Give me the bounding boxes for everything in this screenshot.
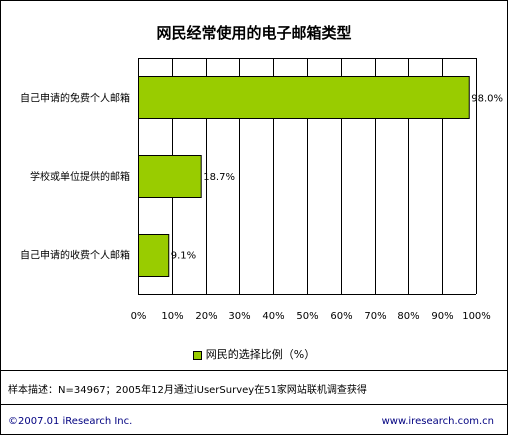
legend-label: 网民的选择比例（%） bbox=[205, 348, 316, 361]
x-tick-label: 80% bbox=[397, 311, 419, 322]
divider-top bbox=[1, 370, 507, 371]
divider-bottom bbox=[1, 404, 507, 405]
category-label: 学校或单位提供的邮箱 bbox=[30, 170, 130, 183]
x-tick-label: 30% bbox=[228, 311, 250, 322]
legend: 网民的选择比例（%） bbox=[0, 346, 508, 362]
data-label: 98.0% bbox=[471, 93, 503, 104]
x-tick-label: 70% bbox=[364, 311, 386, 322]
bar bbox=[138, 155, 202, 198]
x-tick-label: 60% bbox=[330, 311, 352, 322]
category-label: 自己申请的免费个人邮箱 bbox=[20, 91, 130, 104]
data-label: 18.7% bbox=[203, 172, 235, 183]
sample-note: 样本描述：N=34967；2005年12月通过iUserSurvey在51家网站… bbox=[8, 385, 367, 396]
bar-chart: 0% 10% 20% 30% 40% 50% 60% 70% 80% 90% 100% 自己申请的免费… bbox=[20, 58, 503, 322]
x-tick-label: 40% bbox=[262, 311, 284, 322]
x-tick-label: 90% bbox=[431, 311, 453, 322]
legend-swatch bbox=[192, 350, 202, 360]
x-tick-label: 10% bbox=[161, 311, 183, 322]
x-tick-label: 50% bbox=[296, 311, 318, 322]
x-tick-label: 0% bbox=[131, 311, 147, 322]
x-tick-label: 100% bbox=[462, 311, 491, 322]
bar bbox=[138, 76, 470, 119]
category-label: 自己申请的收费个人邮箱 bbox=[20, 249, 130, 262]
x-tick-label: 20% bbox=[195, 311, 217, 322]
data-label: 9.1% bbox=[171, 251, 196, 262]
website-link[interactable]: www.iresearch.com.cn bbox=[381, 416, 494, 427]
chart-title: 网民经常使用的电子邮箱类型 bbox=[156, 24, 352, 42]
copyright-text: ©2007.01 iResearch Inc. bbox=[8, 416, 133, 427]
bar bbox=[138, 234, 170, 277]
